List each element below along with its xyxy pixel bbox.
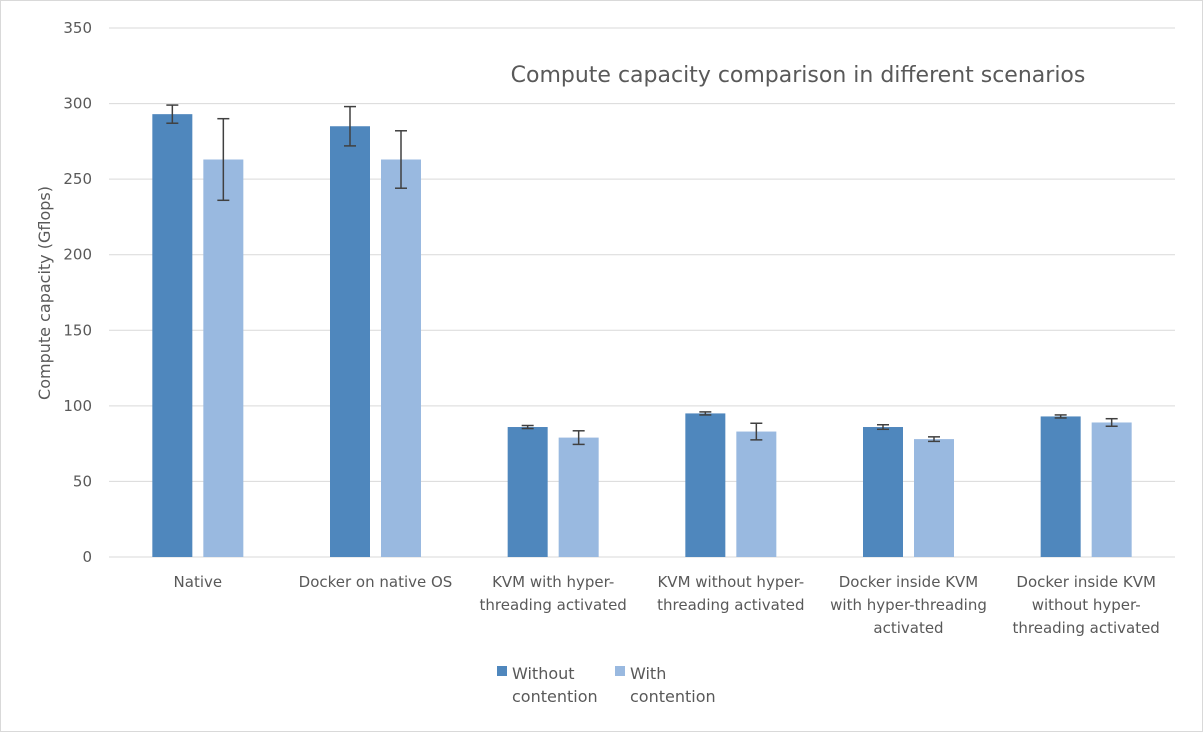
legend-label: contention [630,687,716,706]
y-tick-label: 200 [63,246,92,264]
bar [1040,416,1081,557]
legend-label: contention [512,687,598,706]
bar [914,439,954,557]
y-tick-label: 0 [82,548,92,566]
y-tick-label: 250 [63,170,92,188]
category-label: threading activated [480,596,627,614]
y-tick-label: 300 [63,95,92,113]
gridlines [109,27,1175,558]
legend-label: Without [512,664,575,683]
bar [736,431,777,557]
bars [152,114,1132,557]
legend: Without contention With contention [497,664,716,706]
category-label: Docker inside KVM [1016,573,1156,591]
bar [863,427,903,557]
legend-swatch [615,666,625,676]
bar [507,427,548,557]
category-label: threading activated [657,596,804,614]
category-label: activated [873,619,943,637]
y-tick-label: 50 [73,472,92,490]
category-label: KVM with hyper- [492,573,614,591]
bar [152,114,193,557]
bar [685,413,726,557]
bar [203,159,244,557]
category-label: without hyper- [1032,596,1141,614]
bar [1091,422,1132,557]
y-axis-ticks: 0 50 100 150 200 250 300 350 [63,19,92,566]
bar [558,437,599,557]
category-label: with hyper-threading [830,596,987,614]
legend-swatch [497,666,507,676]
y-tick-label: 150 [63,321,92,339]
category-label: KVM without hyper- [657,573,804,591]
y-tick-label: 100 [63,397,92,415]
x-axis-categories: Native Docker on native OS KVM with hyper-… [174,573,1160,637]
legend-label: With [630,664,666,683]
y-axis-label: Compute capacity (Gflops) [35,186,54,400]
chart-title: Compute capacity comparison in different… [511,63,1086,88]
category-label: Docker inside KVM [839,573,979,591]
bar [381,159,421,557]
error-bars [166,104,1118,446]
bar [330,126,370,557]
category-label: Native [174,573,223,591]
category-label: threading activated [1013,619,1160,637]
y-tick-label: 350 [63,19,92,37]
category-label: Docker on native OS [299,573,453,591]
